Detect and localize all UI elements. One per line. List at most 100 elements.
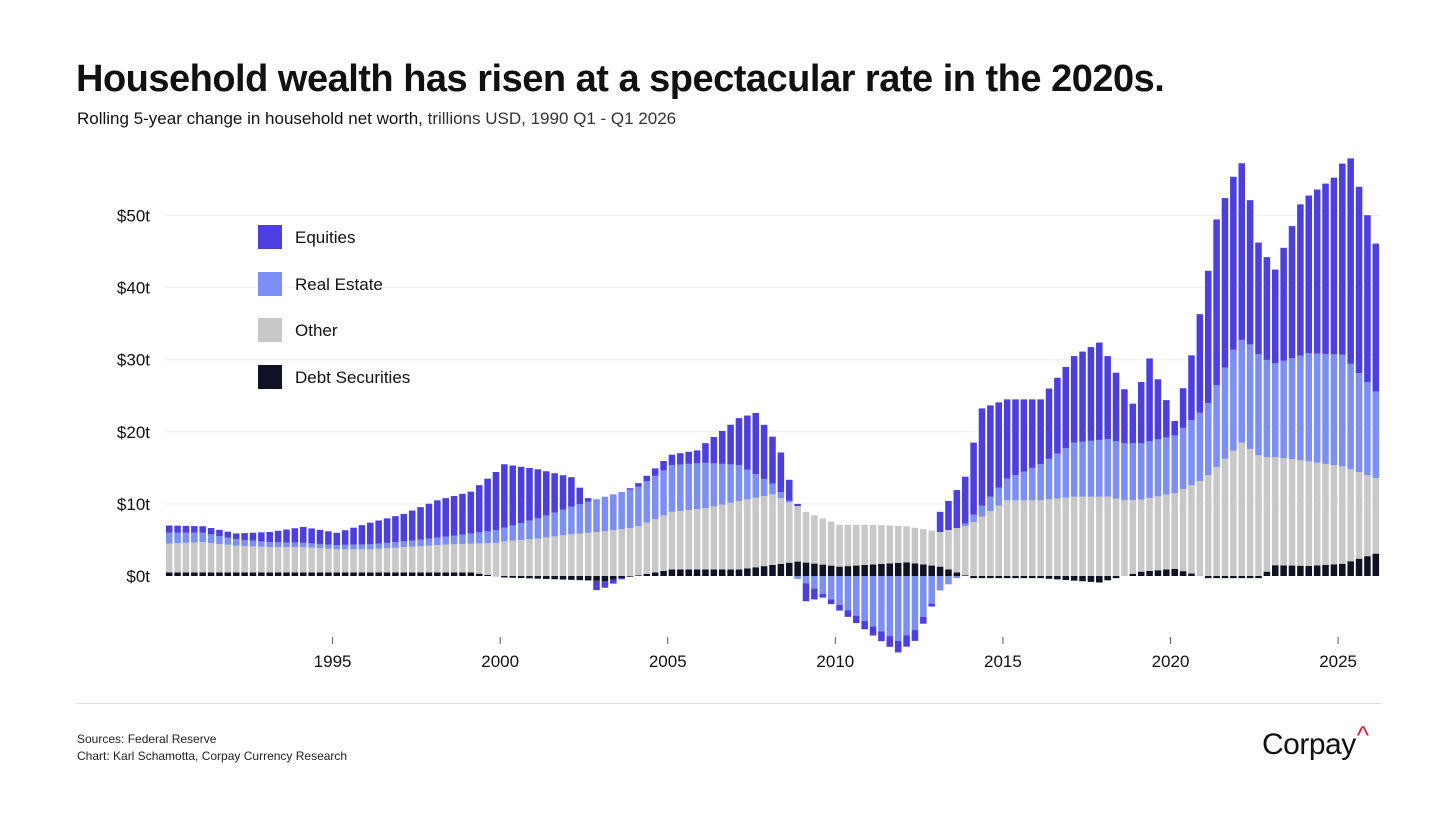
- bar-equities: [836, 604, 843, 611]
- bar-equities: [827, 599, 835, 605]
- bar-real-estate: [1280, 360, 1287, 459]
- legend-label: Debt Securities: [295, 368, 410, 387]
- bar-debt-securities: [367, 572, 374, 576]
- bar-real-estate: [484, 531, 491, 544]
- bar-other: [467, 543, 475, 573]
- bar-equities: [928, 603, 935, 607]
- bar-equities: [1121, 389, 1128, 444]
- bar-other: [1188, 485, 1195, 574]
- bar-real-estate: [341, 544, 349, 550]
- bar-other: [928, 530, 935, 566]
- bar-other: [492, 542, 500, 576]
- bar-debt-securities: [601, 576, 609, 582]
- bar-other: [961, 526, 969, 576]
- bar-debt-securities: [618, 576, 625, 579]
- bar-other: [501, 541, 508, 576]
- bar-other: [199, 542, 206, 573]
- bar-debt-securities: [1062, 576, 1070, 581]
- bar-equities: [610, 579, 617, 584]
- bar-other: [576, 533, 584, 576]
- bar-real-estate: [559, 509, 567, 536]
- bar-debt-securities: [660, 570, 667, 576]
- bar-other: [794, 506, 801, 562]
- bar-real-estate: [677, 464, 684, 511]
- bar-real-estate: [869, 576, 877, 627]
- bar-equities: [1129, 403, 1137, 444]
- bar-other: [970, 521, 977, 576]
- bar-other: [718, 504, 726, 570]
- bar-equities: [970, 442, 977, 515]
- bar-real-estate: [911, 576, 919, 631]
- bar-other: [1054, 498, 1061, 576]
- bar-real-estate: [534, 518, 542, 539]
- bar-equities: [1330, 177, 1338, 355]
- bar-other: [358, 549, 366, 573]
- bar-other: [677, 510, 684, 570]
- bar-debt-securities: [1188, 573, 1195, 576]
- bar-debt-securities: [207, 572, 215, 576]
- bar-real-estate: [752, 474, 760, 498]
- bar-real-estate: [509, 525, 517, 541]
- bar-real-estate: [610, 494, 617, 531]
- bar-other: [400, 547, 408, 573]
- bar-debt-securities: [249, 572, 257, 576]
- bar-other: [542, 537, 550, 576]
- bar-debt-securities: [1221, 576, 1229, 579]
- bar-real-estate: [1146, 441, 1153, 498]
- bar-debt-securities: [677, 569, 684, 576]
- bar-debt-securities: [668, 569, 676, 576]
- bar-real-estate: [425, 538, 433, 546]
- bar-equities: [182, 525, 190, 533]
- bar-real-estate: [241, 539, 248, 547]
- bar-equities: [1079, 351, 1086, 442]
- bar-real-estate: [333, 545, 341, 550]
- bar-debt-securities: [1037, 576, 1044, 579]
- corpay-logo: Corpay^: [1262, 720, 1369, 762]
- bar-debt-securities: [1271, 565, 1279, 576]
- bar-other: [333, 549, 341, 573]
- bar-other: [1246, 448, 1254, 576]
- bar-other: [350, 549, 357, 573]
- bar-other: [911, 527, 919, 564]
- bar-debt-securities: [769, 564, 776, 576]
- bar-real-estate: [467, 533, 475, 544]
- bar-other: [777, 498, 785, 564]
- bar-other: [1364, 475, 1371, 557]
- bar-debt-securities: [836, 566, 843, 576]
- bar-real-estate: [442, 536, 449, 545]
- bar-debt-securities: [341, 572, 349, 576]
- bar-real-estate: [350, 544, 357, 550]
- bar-equities: [551, 473, 558, 513]
- bar-debt-securities: [1339, 563, 1346, 576]
- bar-equities: [501, 464, 508, 528]
- bar-debt-securities: [1146, 570, 1153, 576]
- bar-equities: [920, 616, 927, 624]
- bar-equities: [408, 510, 416, 541]
- bar-real-estate: [199, 532, 206, 543]
- bar-debt-securities: [869, 564, 877, 576]
- bar-real-estate: [182, 532, 190, 543]
- bar-real-estate: [651, 475, 659, 520]
- bar-other: [425, 545, 433, 573]
- bar-real-estate: [1364, 382, 1371, 476]
- bar-other: [827, 521, 835, 566]
- bar-other: [685, 510, 692, 570]
- bar-other: [551, 536, 558, 576]
- bar-other: [752, 497, 760, 568]
- x-tick-label: 1995: [314, 652, 352, 671]
- bar-other: [987, 511, 994, 576]
- bar-other: [760, 495, 768, 567]
- bar-equities: [232, 533, 240, 540]
- bar-real-estate: [1070, 442, 1078, 497]
- bar-equities: [936, 511, 944, 533]
- bar-other: [249, 546, 257, 573]
- bar-debt-securities: [1070, 576, 1078, 581]
- bar-debt-securities: [936, 566, 944, 576]
- bar-real-estate: [1355, 373, 1363, 473]
- bar-other: [258, 546, 265, 573]
- bar-real-estate: [1087, 440, 1095, 497]
- bar-equities: [987, 405, 994, 497]
- bar-debt-securities: [1238, 576, 1246, 579]
- bar-other: [325, 548, 332, 573]
- bar-real-estate: [1012, 475, 1019, 501]
